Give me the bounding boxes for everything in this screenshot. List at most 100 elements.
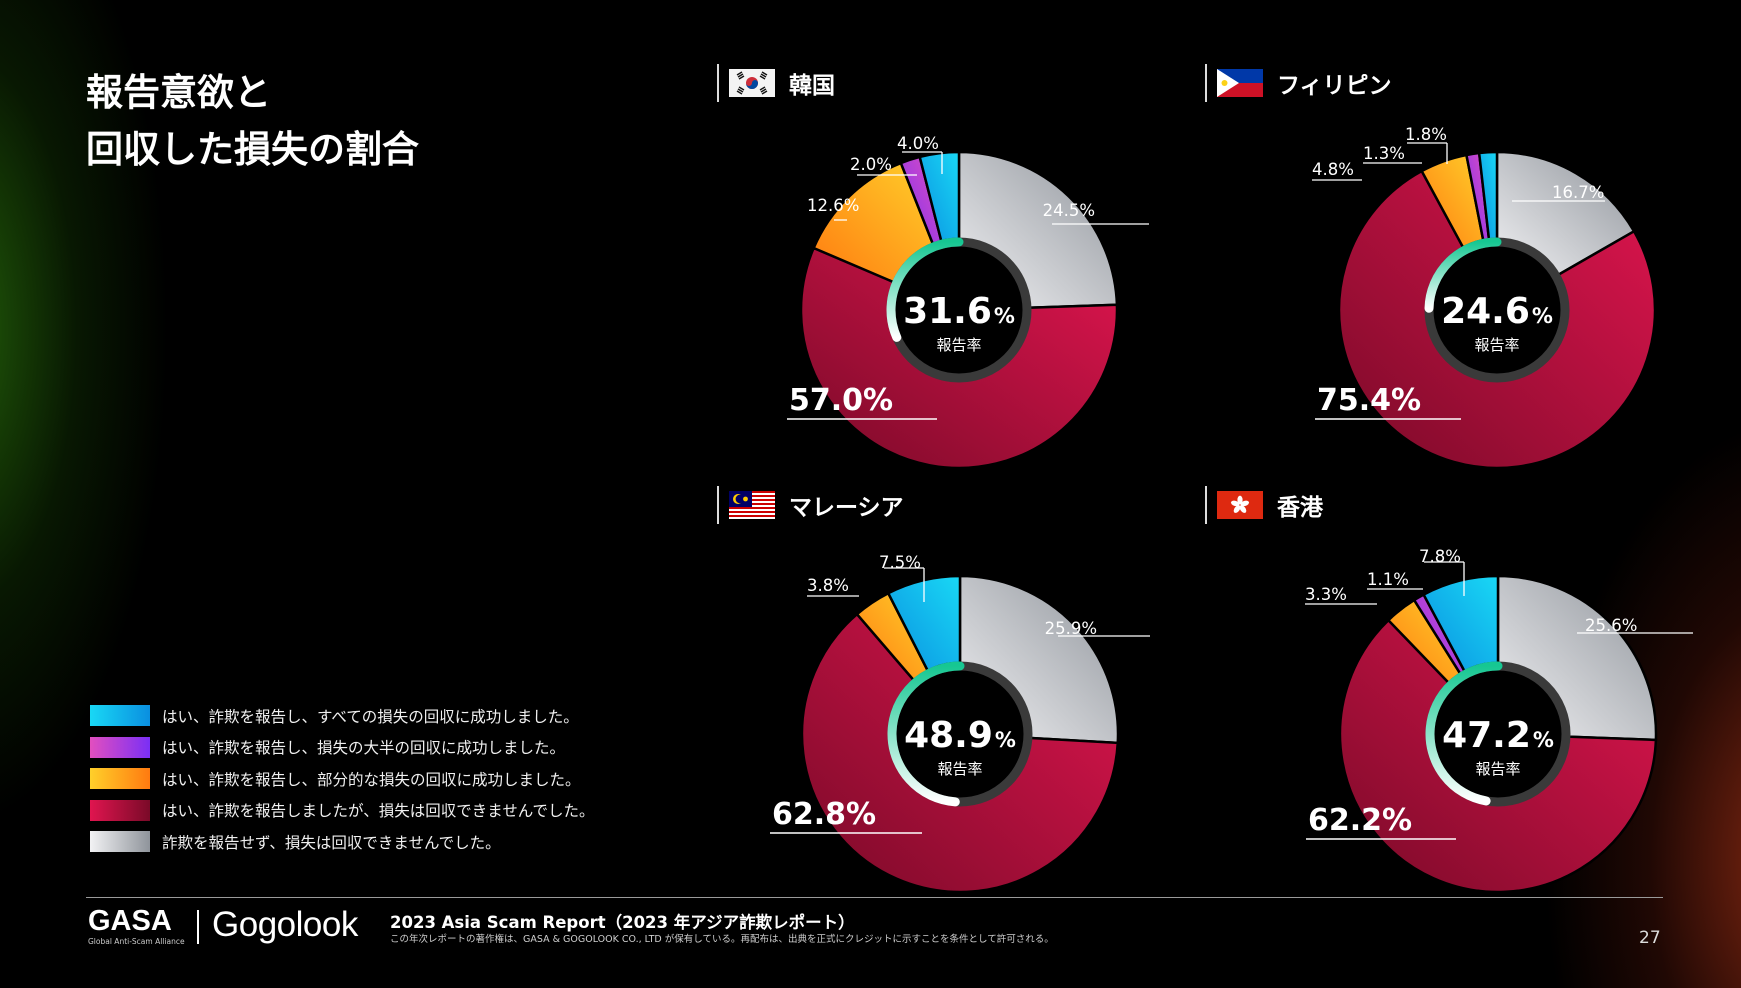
data-label-all: 4.0% (897, 134, 943, 174)
page-title-line-1: 報告意欲と (86, 71, 271, 114)
data-label-all: 7.8% (1419, 547, 1465, 596)
svg-text:7.5%: 7.5% (879, 553, 921, 572)
page-number: 27 (1639, 928, 1661, 948)
logo-divider (197, 910, 199, 944)
chart-panel-korea: 31.6% 報告率 24.5% 57.0% 12.6% 2.0% 4.0% 韓国 (717, 64, 1197, 474)
report-rate-value: 24.6% (1441, 291, 1553, 332)
report-rate-value: 31.6% (903, 291, 1015, 332)
panel-header-korea: 韓国 (717, 64, 835, 102)
report-rate-value: 48.9% (904, 715, 1016, 756)
country-name-philippines: フィリピン (1277, 73, 1392, 99)
legend-label-most: はい、詐欺を報告し、損失の大半の回収に成功しました。 (162, 739, 566, 758)
chart-philippines: 24.6% 報告率 16.7% 75.4% 4.8% 1.3%1.8% (1312, 125, 1657, 470)
panel-header-hong-kong: 香港 (1205, 486, 1323, 524)
data-label-not-recovered: 75.4% (1315, 383, 1461, 420)
data-label-all: 7.5% (879, 553, 925, 602)
svg-text:4.0%: 4.0% (897, 134, 939, 153)
legend-swatch-most (90, 736, 150, 758)
data-label-partial: 3.8% (807, 576, 859, 597)
report-rate-label: 報告率 (1474, 336, 1519, 354)
south-korea-flag-icon (729, 69, 775, 97)
gasa-logo: GASA Global Anti-Scam Alliance (88, 905, 185, 946)
legend-label-not-reported: 詐欺を報告せず、損失は回収できませんでした。 (162, 833, 501, 852)
legend-swatch-partial (90, 768, 150, 790)
data-label-not-recovered: 62.2% (1306, 803, 1456, 840)
copyright-notice: この年次レポートの著作権は、GASA & GOGOLOOK CO., LTD が… (390, 934, 1054, 945)
svg-text:75.4%: 75.4% (1317, 383, 1421, 418)
report-rate-label: 報告率 (936, 336, 981, 354)
svg-text:24.5%: 24.5% (1043, 201, 1095, 220)
legend-swatch-not-recovered (90, 799, 150, 821)
gasa-logo-text: GASA (88, 905, 172, 937)
chart-malaysia: 48.9% 報告率 25.9% 62.8% 3.8% 7.5% (770, 553, 1150, 894)
data-label-partial: 12.6% (807, 196, 859, 221)
data-label-all: 1.8% (1405, 125, 1448, 164)
data-label-partial: 4.8% (1312, 160, 1362, 181)
report-rate-arc (1424, 237, 1502, 313)
legend-swatch-all (90, 705, 150, 727)
svg-text:16.7%: 16.7% (1552, 183, 1604, 202)
data-label-partial: 3.3% (1305, 585, 1377, 605)
report-rate-label: 報告率 (937, 760, 982, 778)
svg-text:1.8%: 1.8% (1405, 125, 1447, 144)
svg-text:62.2%: 62.2% (1308, 803, 1412, 838)
gasa-tagline: Global Anti-Scam Alliance (88, 937, 185, 946)
center-hole (896, 670, 1024, 798)
svg-text:25.6%: 25.6% (1585, 616, 1637, 635)
chart-panel-malaysia: 48.9% 報告率 25.9% 62.8% 3.8% 7.5% マレーシア (717, 486, 1197, 896)
svg-text:7.8%: 7.8% (1419, 547, 1461, 566)
svg-text:57.0%: 57.0% (789, 383, 893, 418)
malaysia-flag-icon (729, 491, 775, 519)
chart-hong-kong: 47.2% 報告率 25.6% 62.2% 3.3% 1.1% 7.8% (1305, 547, 1693, 894)
legend-swatch-not-reported (90, 831, 150, 853)
svg-text:1.3%: 1.3% (1363, 144, 1405, 163)
footer-divider (86, 897, 1663, 898)
legend-label-not-recovered: はい、詐欺を報告しましたが、損失は回収できませんでした。 (162, 802, 595, 821)
svg-text:62.8%: 62.8% (772, 797, 876, 832)
data-label-most: 1.1% (1367, 570, 1423, 590)
report-rate-arc (886, 237, 964, 342)
data-label-most: 2.0% (850, 155, 917, 176)
svg-text:3.3%: 3.3% (1305, 585, 1347, 604)
hong-kong-flag-icon (1217, 491, 1263, 519)
report-rate-label: 報告率 (1475, 760, 1520, 778)
svg-text:3.8%: 3.8% (807, 576, 849, 595)
page-title-line-2: 回収した損失の割合 (86, 128, 419, 171)
report-title: 2023 Asia Scam Report（2023 年アジア詐欺レポート） (390, 913, 855, 932)
svg-text:4.8%: 4.8% (1312, 160, 1354, 179)
country-name-malaysia: マレーシア (789, 495, 904, 521)
report-rate-arc (887, 661, 965, 807)
country-name-korea: 韓国 (789, 73, 835, 99)
philippines-flag-icon (1217, 69, 1263, 97)
gogolook-logo: Gogolook (212, 905, 358, 944)
report-rate-arc (1425, 661, 1503, 806)
center-hole (1433, 246, 1561, 374)
center-hole (895, 246, 1023, 374)
country-name-hong-kong: 香港 (1277, 495, 1323, 521)
data-label-not-recovered: 62.8% (770, 797, 922, 834)
chart-korea: 31.6% 報告率 24.5% 57.0% 12.6% 2.0% 4.0% (787, 134, 1149, 470)
data-label-most: 1.3% (1363, 144, 1422, 164)
data-label-not-reported: 25.6% (1577, 616, 1693, 635)
data-label-not-reported: 25.9% (1045, 619, 1150, 638)
legend-item-not-recovered: はい、詐欺を報告しましたが、損失は回収できませんでした。 (90, 795, 594, 827)
svg-text:1.1%: 1.1% (1367, 570, 1409, 589)
legend-item-most: はい、詐欺を報告し、損失の大半の回収に成功しました。 (90, 732, 594, 764)
page-title: 報告意欲と 回収した損失の割合 (86, 64, 419, 178)
svg-text:25.9%: 25.9% (1045, 619, 1097, 638)
svg-text:12.6%: 12.6% (807, 196, 859, 215)
data-label-not-reported: 16.7% (1512, 183, 1605, 202)
legend-label-all: はい、詐欺を報告し、すべての損失の回収に成功しました。 (162, 707, 579, 726)
legend-item-partial: はい、詐欺を報告し、部分的な損失の回収に成功しました。 (90, 763, 594, 795)
svg-text:2.0%: 2.0% (850, 155, 892, 174)
legend-item-not-reported: 詐欺を報告せず、損失は回収できませんでした。 (90, 826, 594, 858)
chart-panel-philippines: 24.6% 報告率 16.7% 75.4% 4.8% 1.3% 1.8% フィリピン (1205, 64, 1685, 474)
chart-panel-hong-kong: 47.2% 報告率 25.6% 62.2% 3.3% 1.1% 7.8% 香港 (1205, 486, 1693, 896)
legend-item-all: はい、詐欺を報告し、すべての損失の回収に成功しました。 (90, 700, 594, 732)
panel-header-philippines: フィリピン (1205, 64, 1392, 102)
center-hole (1434, 670, 1562, 798)
legend: はい、詐欺を報告し、すべての損失の回収に成功しました。 はい、詐欺を報告し、損失… (90, 700, 594, 858)
legend-label-partial: はい、詐欺を報告し、部分的な損失の回収に成功しました。 (162, 770, 581, 789)
data-label-not-reported: 24.5% (1043, 201, 1149, 225)
data-label-not-recovered: 57.0% (787, 383, 937, 420)
